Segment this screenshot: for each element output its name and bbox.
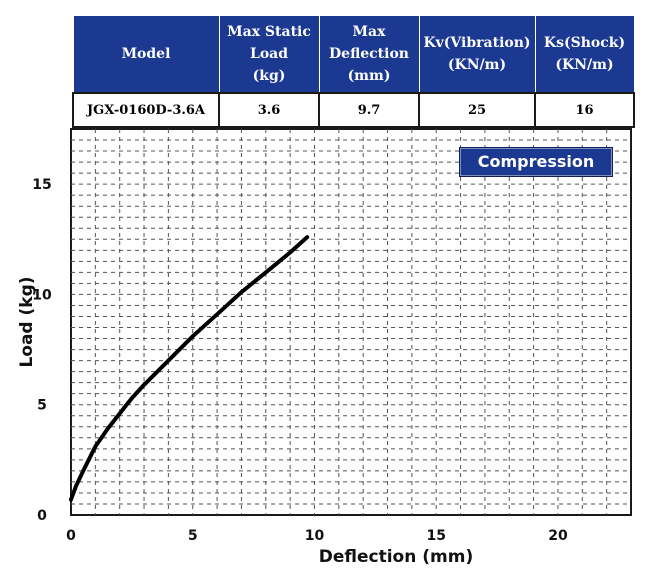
- compression-curve: [69, 235, 310, 502]
- y-axis-label: Load (kg): [17, 276, 37, 367]
- y-tick-label: 15: [32, 177, 51, 193]
- header-ks-shock: Ks(Shock) (KN/m): [534, 15, 635, 94]
- compression-legend: Compression: [459, 147, 613, 177]
- grid-lines: [71, 129, 631, 515]
- x-tick-label: 10: [305, 528, 325, 544]
- cell-kv: 25: [418, 92, 536, 128]
- header-max-deflection: Max Deflection (mm): [318, 15, 420, 94]
- header-ks-line-1: Ks(Shock): [543, 35, 626, 51]
- header-kv-line-1: Kv(Vibration): [423, 35, 531, 51]
- cell-max-static-load: 3.6: [218, 92, 320, 128]
- cell-model: JGX-0160D-3.6A: [72, 92, 220, 128]
- axis-ticks: 0 5 10 15 20 0 5 10 15: [32, 177, 568, 544]
- header-model: Model: [72, 15, 220, 94]
- y-tick-label: 10: [32, 287, 52, 303]
- x-tick-label: 15: [426, 528, 445, 544]
- header-model-line: Model: [121, 46, 171, 62]
- spec-table-header-row: Model Max Static Load (kg) Max Deflectio…: [72, 15, 635, 94]
- x-tick-label: 0: [66, 528, 76, 544]
- spec-table-row: JGX-0160D-3.6A 3.6 9.7 25 16: [72, 92, 635, 128]
- x-tick-label: 20: [548, 528, 568, 544]
- header-deflection-line-3: (mm): [347, 68, 391, 84]
- header-kv-vibration: Kv(Vibration) (KN/m): [418, 15, 536, 94]
- x-tick-label: 5: [188, 528, 198, 544]
- header-kv-line-2: (KN/m): [447, 57, 507, 73]
- header-load-line-3: (kg): [252, 68, 286, 84]
- plot-area: [70, 128, 632, 516]
- x-axis-label: Deflection (mm): [319, 547, 473, 567]
- cell-max-deflection: 9.7: [318, 92, 420, 128]
- header-load-line-2: Load: [249, 46, 289, 62]
- header-deflection-line-1: Max: [352, 24, 386, 40]
- header-load-line-1: Max Static: [227, 24, 311, 40]
- y-tick-label: 5: [37, 398, 47, 414]
- header-ks-line-2: (KN/m): [555, 57, 614, 73]
- y-tick-label: 0: [37, 508, 47, 524]
- header-deflection-line-2: Deflection: [329, 46, 409, 62]
- spec-table: Model Max Static Load (kg) Max Deflectio…: [72, 15, 635, 128]
- cell-ks: 16: [534, 92, 635, 128]
